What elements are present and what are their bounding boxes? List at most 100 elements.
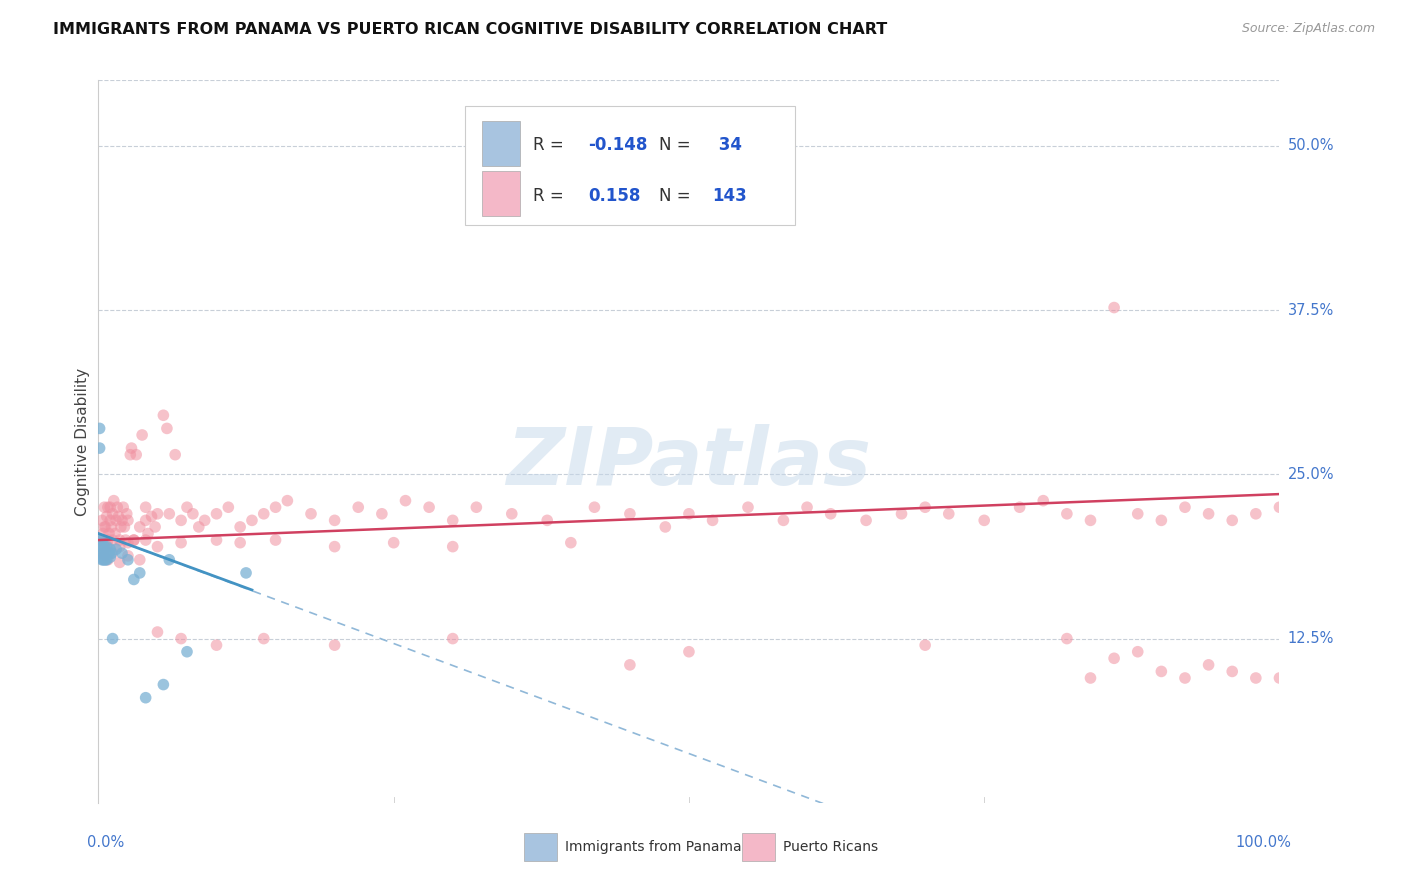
Point	[176, 500, 198, 515]
Point	[89, 421, 111, 435]
Point	[97, 500, 120, 515]
Point	[187, 520, 209, 534]
Point	[165, 448, 187, 462]
Point	[114, 533, 136, 547]
Point	[702, 513, 724, 527]
Point	[347, 500, 370, 515]
Point	[105, 500, 128, 515]
Point	[93, 540, 115, 554]
Point	[97, 540, 120, 554]
Point	[98, 542, 121, 557]
FancyBboxPatch shape	[742, 833, 775, 861]
Point	[371, 507, 394, 521]
Point	[105, 513, 128, 527]
Point	[90, 540, 112, 554]
Point	[152, 409, 174, 423]
Point	[128, 566, 150, 580]
Point	[1056, 507, 1078, 521]
Point	[1032, 493, 1054, 508]
Point	[205, 533, 228, 547]
Point	[135, 533, 157, 547]
Point	[125, 448, 148, 462]
Point	[93, 553, 115, 567]
Point	[441, 540, 464, 554]
Text: R =: R =	[533, 136, 569, 154]
Point	[112, 500, 135, 515]
Point	[89, 441, 111, 455]
Point	[229, 535, 252, 549]
Point	[97, 546, 120, 560]
Point	[91, 553, 114, 567]
Point	[101, 533, 124, 547]
Point	[772, 513, 794, 527]
Point	[394, 493, 416, 508]
Point	[91, 543, 114, 558]
Point	[157, 553, 180, 567]
Point	[235, 566, 257, 580]
Point	[796, 500, 818, 515]
Point	[194, 513, 217, 527]
Point	[105, 542, 128, 557]
Point	[91, 533, 114, 547]
Point	[143, 520, 166, 534]
Point	[93, 540, 115, 554]
Point	[121, 441, 143, 455]
Point	[157, 507, 180, 521]
Point	[382, 535, 405, 549]
Y-axis label: Cognitive Disability: Cognitive Disability	[75, 368, 90, 516]
Point	[107, 509, 129, 524]
Point	[654, 520, 676, 534]
Point	[91, 549, 114, 563]
Point	[820, 507, 842, 521]
FancyBboxPatch shape	[482, 171, 520, 216]
Point	[136, 526, 159, 541]
Text: 100.0%: 100.0%	[1236, 835, 1291, 850]
Point	[1150, 665, 1173, 679]
Point	[890, 507, 912, 521]
Point	[973, 513, 995, 527]
Point	[96, 540, 118, 554]
Point	[630, 168, 652, 182]
Point	[111, 546, 134, 560]
Point	[90, 533, 112, 547]
Point	[98, 513, 121, 527]
Point	[115, 507, 138, 521]
Point	[1244, 671, 1267, 685]
Point	[128, 553, 150, 567]
Point	[98, 500, 121, 515]
Point	[96, 509, 118, 524]
Point	[98, 550, 121, 565]
Point	[135, 500, 157, 515]
Point	[100, 520, 122, 534]
Point	[117, 553, 139, 567]
Point	[1102, 301, 1125, 315]
Point	[855, 513, 877, 527]
Point	[94, 543, 117, 558]
Point	[98, 526, 121, 541]
Text: N =: N =	[659, 187, 696, 205]
Point	[94, 553, 117, 567]
Text: 0.0%: 0.0%	[87, 835, 124, 850]
Point	[678, 507, 700, 521]
Point	[94, 520, 117, 534]
Point	[737, 500, 759, 515]
Point	[1220, 665, 1243, 679]
Point	[90, 546, 112, 560]
Point	[117, 513, 139, 527]
Text: 25.0%: 25.0%	[1288, 467, 1334, 482]
Point	[176, 645, 198, 659]
Point	[441, 632, 464, 646]
Point	[98, 546, 121, 560]
Point	[678, 645, 700, 659]
Point	[117, 549, 139, 563]
Point	[560, 535, 582, 549]
Text: Immigrants from Panama: Immigrants from Panama	[565, 840, 741, 854]
Point	[619, 657, 641, 672]
Point	[146, 625, 169, 640]
Point	[152, 677, 174, 691]
FancyBboxPatch shape	[523, 833, 557, 861]
Point	[938, 507, 960, 521]
Point	[100, 546, 122, 560]
Point	[170, 513, 193, 527]
Text: N =: N =	[659, 136, 696, 154]
